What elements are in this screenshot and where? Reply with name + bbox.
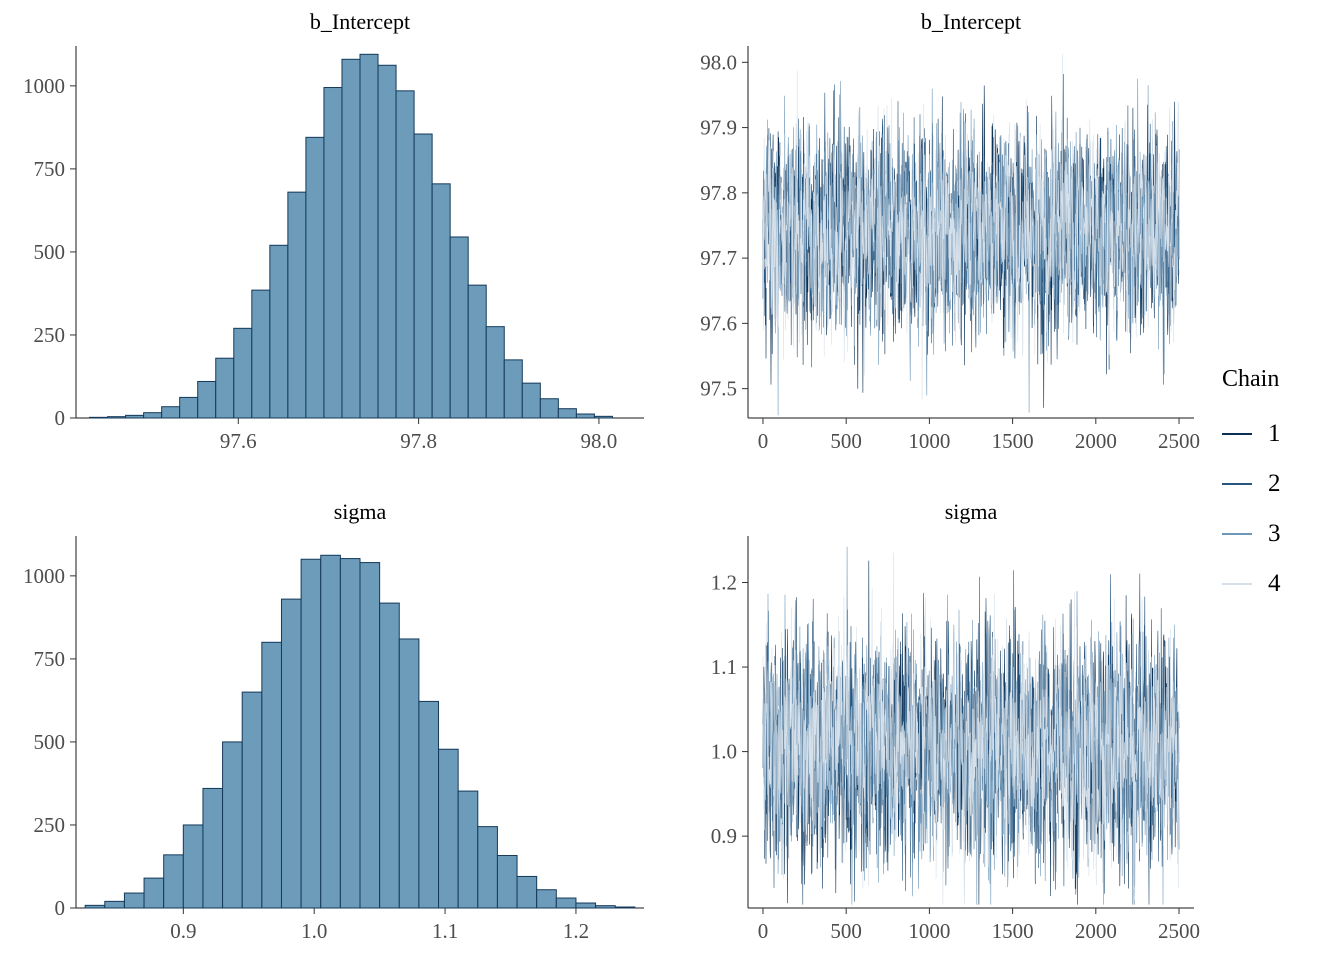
- panel-histogram-sigma: sigma 0.9 1.0 1.1 1.2 0 250 500 750 1000: [8, 494, 658, 956]
- legend-item-chain-2: 2: [1222, 459, 1340, 509]
- chain-legend-title: Chain: [1222, 366, 1280, 392]
- legend-key-line-icon: [1222, 483, 1252, 485]
- svg-text:98.0: 98.0: [700, 50, 737, 74]
- svg-text:750: 750: [34, 157, 66, 181]
- panel-trace-b-intercept: b_Intercept 0 500 1000 1500 2000 2500 97.5 97.6…: [688, 4, 1210, 466]
- legend-item-chain-3: 3: [1222, 509, 1340, 559]
- legend-item-chain-4: 4: [1222, 559, 1340, 609]
- svg-text:97.9: 97.9: [700, 116, 737, 140]
- svg-text:0: 0: [758, 919, 769, 943]
- svg-text:97.6: 97.6: [220, 429, 257, 453]
- svg-text:1000: 1000: [23, 564, 65, 588]
- legend-item-label: 1: [1268, 420, 1281, 447]
- svg-text:1.2: 1.2: [563, 919, 589, 943]
- svg-text:250: 250: [34, 813, 66, 837]
- legend-item-label: 3: [1268, 520, 1281, 547]
- svg-text:500: 500: [830, 429, 862, 453]
- trace-b-intercept-plot: 0 500 1000 1500 2000 2500 97.5 97.6 97.7 97.8 97.9…: [700, 46, 1200, 453]
- chain-legend: Chain 1 2 3 4: [1222, 366, 1340, 609]
- legend-key-line-icon: [1222, 583, 1252, 585]
- svg-text:1.0: 1.0: [301, 919, 327, 943]
- svg-text:2000: 2000: [1075, 919, 1117, 943]
- chain-legend-items: 1 2 3 4: [1222, 409, 1340, 609]
- panel-title-histogram-b-intercept: b_Intercept: [309, 9, 411, 34]
- svg-text:2500: 2500: [1158, 919, 1200, 943]
- svg-text:97.5: 97.5: [700, 377, 737, 401]
- panel-title-histogram-sigma: sigma: [333, 499, 387, 524]
- svg-text:1000: 1000: [23, 74, 65, 98]
- svg-text:1000: 1000: [908, 919, 950, 943]
- svg-text:500: 500: [830, 919, 862, 943]
- svg-text:1.2: 1.2: [711, 571, 737, 595]
- svg-text:1500: 1500: [992, 919, 1034, 943]
- svg-text:97.8: 97.8: [700, 181, 737, 205]
- legend-key-line-icon: [1222, 433, 1252, 435]
- svg-text:1000: 1000: [908, 429, 950, 453]
- svg-text:250: 250: [34, 323, 66, 347]
- legend-item-label: 4: [1268, 570, 1281, 597]
- svg-text:98.0: 98.0: [581, 429, 618, 453]
- svg-text:0.9: 0.9: [170, 919, 196, 943]
- legend-item-label: 2: [1268, 470, 1281, 497]
- svg-text:500: 500: [34, 240, 66, 264]
- svg-text:1.1: 1.1: [432, 919, 458, 943]
- panel-title-trace-b-intercept: b_Intercept: [920, 9, 1022, 34]
- panel-histogram-b-intercept: b_Intercept 97.6 97.8 98.0 0 250 500 750 1000: [8, 4, 658, 466]
- svg-text:500: 500: [34, 730, 66, 754]
- svg-text:0: 0: [55, 896, 66, 920]
- svg-text:0: 0: [758, 429, 769, 453]
- legend-key-line-icon: [1222, 533, 1252, 535]
- svg-text:0.9: 0.9: [711, 824, 737, 848]
- histogram-b-intercept-plot: 97.6 97.8 98.0 0 250 500 750 1000: [23, 46, 644, 453]
- trace-sigma-plot: 0 500 1000 1500 2000 2500 0.9 1.0 1.1 1.2: [711, 536, 1200, 943]
- panel-trace-sigma: sigma 0 500 1000 1500 2000 2500 0.9 1.0 1.1 1.2: [688, 494, 1210, 956]
- svg-text:1.1: 1.1: [711, 655, 737, 679]
- legend-item-chain-1: 1: [1222, 409, 1340, 459]
- svg-text:1.0: 1.0: [711, 740, 737, 764]
- svg-text:2500: 2500: [1158, 429, 1200, 453]
- svg-text:97.8: 97.8: [400, 429, 437, 453]
- svg-text:750: 750: [34, 647, 66, 671]
- svg-text:97.6: 97.6: [700, 311, 737, 335]
- svg-text:97.7: 97.7: [700, 246, 737, 270]
- svg-text:2000: 2000: [1075, 429, 1117, 453]
- svg-text:1500: 1500: [992, 429, 1034, 453]
- panel-title-trace-sigma: sigma: [944, 499, 998, 524]
- histogram-sigma-plot: 0.9 1.0 1.1 1.2 0 250 500 750 1000: [23, 536, 644, 943]
- svg-text:0: 0: [55, 406, 66, 430]
